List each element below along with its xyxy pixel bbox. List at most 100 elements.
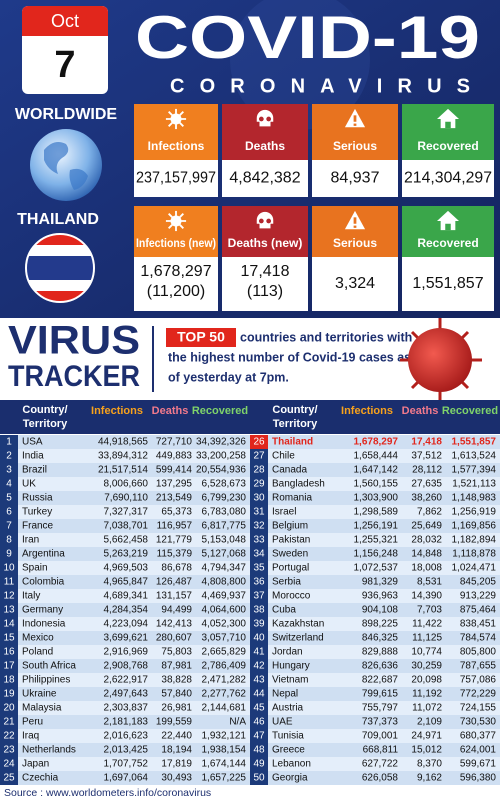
- row-background: [250, 645, 500, 659]
- card-value: 17,418: [241, 263, 290, 280]
- rank: 29: [253, 479, 265, 490]
- row-background: [250, 561, 500, 575]
- country: Bangladesh: [272, 479, 325, 490]
- cell: 845,205: [460, 577, 497, 588]
- country: Sweden: [272, 549, 308, 560]
- row-background: [250, 575, 500, 589]
- rank: 37: [253, 591, 265, 602]
- cell: 1,255,321: [354, 535, 399, 546]
- cell: 1,072,537: [354, 563, 399, 574]
- row-background: [250, 743, 500, 757]
- rank: 39: [253, 619, 265, 630]
- rank-cell: [0, 757, 18, 771]
- header-cell: Recovered: [442, 405, 498, 417]
- rank: 6: [6, 507, 12, 518]
- country: Morocco: [272, 591, 311, 602]
- country: Turkey: [22, 507, 52, 518]
- rank-cell: [250, 533, 268, 547]
- cell: 2,016,623: [104, 731, 149, 742]
- cell: 87,981: [161, 661, 192, 672]
- country: Argentina: [22, 549, 65, 560]
- row-background: [0, 603, 250, 617]
- rank-cell: [250, 659, 268, 673]
- rank: 4: [6, 479, 12, 490]
- rank: 41: [253, 647, 265, 658]
- card-value: 237,157,997: [136, 170, 216, 187]
- cell: 30,493: [161, 773, 192, 784]
- cell: 838,451: [460, 619, 497, 630]
- cell: 1,256,919: [452, 507, 497, 518]
- globe: [30, 129, 102, 201]
- cell: 65,373: [161, 507, 192, 518]
- rank: 40: [253, 633, 265, 644]
- country: Pakistan: [272, 535, 310, 546]
- country: Romania: [272, 493, 312, 504]
- country: Colombia: [22, 577, 65, 588]
- cell: 20,098: [411, 675, 442, 686]
- rank: 28: [253, 465, 265, 476]
- header-country: Territory: [23, 418, 68, 430]
- row-background: [250, 603, 500, 617]
- country: Malaysia: [22, 703, 62, 714]
- cell: 1,657,225: [202, 773, 247, 784]
- rank-cell: [250, 645, 268, 659]
- country: Nepal: [272, 689, 298, 700]
- country: Brazil: [22, 465, 47, 476]
- rank-cell: [0, 449, 18, 463]
- cell: 799,615: [362, 689, 399, 700]
- rank: 47: [253, 731, 265, 742]
- country: Portugal: [272, 563, 309, 574]
- cell: 3,057,710: [202, 633, 247, 644]
- cell: 755,797: [362, 703, 399, 714]
- card-label: Deaths (new): [228, 236, 303, 250]
- rank-cell: [250, 701, 268, 715]
- cell: 757,086: [460, 675, 497, 686]
- cell: 137,295: [156, 479, 193, 490]
- country: Jordan: [272, 647, 303, 658]
- country: Canada: [272, 465, 307, 476]
- cell: 4,808,800: [202, 577, 247, 588]
- rank-cell: [0, 645, 18, 659]
- cell: 7,703: [417, 605, 442, 616]
- cell: 1,169,856: [452, 521, 497, 532]
- rank: 48: [253, 745, 265, 756]
- cell: 4,469,937: [202, 591, 247, 602]
- cell: 28,032: [411, 535, 442, 546]
- rank-cell: [250, 617, 268, 631]
- row-background: [250, 463, 500, 477]
- thailand-label: THAILAND: [17, 211, 99, 228]
- row-background: [250, 519, 500, 533]
- row-background: [0, 519, 250, 533]
- cell: 1,182,894: [452, 535, 497, 546]
- tracker-text: the highest number of Covid-19 cases as: [168, 350, 411, 364]
- cell: 2,144,681: [202, 703, 247, 714]
- country: Italy: [22, 591, 40, 602]
- rank: 42: [253, 661, 265, 672]
- row-background: [250, 505, 500, 519]
- card-label: Recovered: [417, 236, 478, 250]
- rank: 24: [3, 759, 15, 770]
- cell: 18,008: [411, 563, 442, 574]
- rank-cell: [0, 743, 18, 757]
- row-background: [0, 715, 250, 729]
- tracker-text: of yesterday at 7pm.: [168, 370, 289, 384]
- rank-cell: [0, 771, 18, 785]
- cell: 86,678: [161, 563, 192, 574]
- row-background: [0, 505, 250, 519]
- rank: 43: [253, 675, 265, 686]
- cell: 4,794,347: [202, 563, 247, 574]
- cell: 2,471,282: [202, 675, 247, 686]
- rank-cell: [250, 771, 268, 785]
- cell: 805,800: [460, 647, 497, 658]
- country: UK: [22, 479, 36, 490]
- row-background: [0, 561, 250, 575]
- header-cell: Infections: [341, 405, 393, 417]
- card-body: [312, 160, 398, 197]
- card-icon: [165, 210, 187, 232]
- cell: 27,635: [411, 479, 442, 490]
- rank: 11: [4, 577, 15, 588]
- row-background: [0, 729, 250, 743]
- rank-cell: [250, 687, 268, 701]
- row-background: [250, 757, 500, 771]
- cell: 626,058: [362, 773, 399, 784]
